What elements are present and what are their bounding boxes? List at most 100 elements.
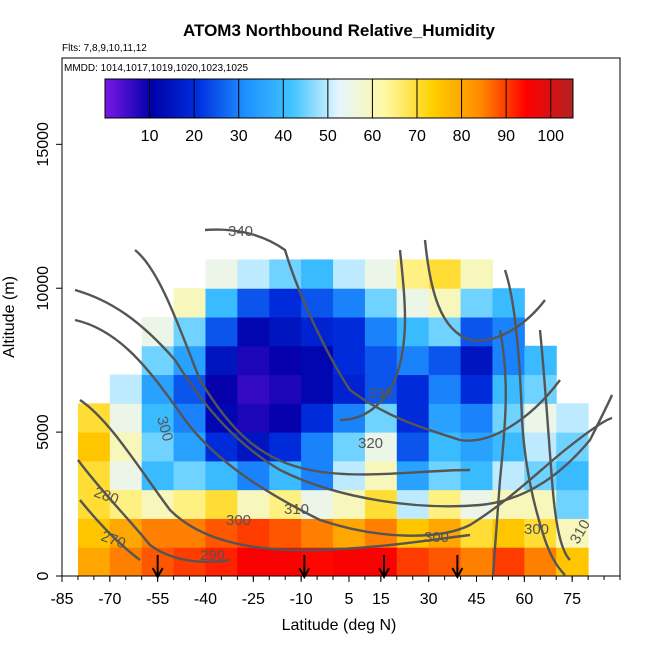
heatmap-cell: [173, 288, 206, 318]
heatmap-cell: [396, 317, 430, 347]
heatmap-cell: [396, 288, 430, 318]
heatmap-cell: [109, 547, 143, 576]
x-tick-label: 30: [420, 591, 438, 608]
colorbar-tick-label: 60: [364, 128, 382, 145]
heatmap-cell: [428, 403, 462, 433]
humidity-heatmap: [77, 259, 589, 576]
heatmap-cell: [237, 403, 270, 433]
heatmap-cell: [364, 317, 398, 347]
heatmap-cell: [556, 460, 589, 491]
heatmap-cell: [556, 489, 589, 519]
y-axis: 0 5000 10000 15000: [35, 122, 62, 580]
colorbar: 10 20 30 40 50 60 70 80 90 100: [104, 78, 574, 145]
heatmap-cell: [396, 547, 430, 576]
heatmap-cell: [77, 403, 111, 433]
x-tick-label: -55: [146, 591, 169, 608]
heatmap-cell: [205, 403, 238, 433]
heatmap-cell: [77, 432, 111, 462]
heatmap-cell: [237, 259, 270, 289]
heatmap-cell: [173, 489, 206, 519]
flight-arrow-head: [378, 567, 390, 580]
contour-label: 340: [228, 223, 253, 240]
heatmap-cell: [269, 374, 302, 404]
heatmap-cell: [141, 403, 175, 433]
heatmap-cell: [205, 345, 238, 376]
heatmap-cell: [460, 259, 493, 289]
heatmap-cell: [237, 489, 270, 519]
heatmap-cell: [173, 317, 206, 347]
heatmap-cell: [364, 288, 398, 318]
contour-label: 320: [358, 435, 383, 452]
colorbar-ticks: 10 20 30 40 50 60 70 80 90 100: [141, 79, 564, 145]
heatmap-cell: [205, 317, 238, 347]
colorbar-bar: [104, 78, 574, 119]
heatmap-cell: [205, 489, 238, 519]
heatmap-cell: [205, 288, 238, 318]
x-tick-label: -70: [98, 591, 121, 608]
heatmap-cell: [301, 374, 334, 404]
heatmap-cell: [428, 259, 462, 289]
contour-line: [339, 249, 407, 422]
heatmap-cell: [524, 432, 557, 462]
heatmap-cell: [173, 518, 206, 548]
colorbar-tick-label: 20: [185, 128, 203, 145]
contour-line: [79, 399, 471, 552]
colorbar-tick-label: 10: [141, 128, 159, 145]
heatmap-cell: [460, 518, 493, 548]
heatmap-cell: [460, 403, 493, 433]
contour-line: [134, 249, 471, 476]
heatmap-cell: [77, 547, 111, 576]
colorbar-tick-label: 80: [453, 128, 471, 145]
x-tick-label: -10: [290, 591, 313, 608]
heatmap-cell: [492, 432, 525, 462]
heatmap-cell: [428, 460, 462, 491]
colorbar-tick-label: 30: [230, 128, 248, 145]
heatmap-cell: [460, 345, 493, 376]
heatmap-cell: [524, 345, 557, 376]
heatmap-cell: [269, 518, 302, 548]
heatmap-cell: [428, 345, 462, 376]
heatmap-cell: [460, 547, 493, 576]
contour-label: 290: [200, 547, 225, 564]
heatmap-cell: [269, 403, 302, 433]
heatmap-cell: [428, 489, 462, 519]
flight-arrow-head: [298, 567, 311, 580]
colorbar-tick-label: 40: [274, 128, 292, 145]
heatmap-cell: [524, 547, 557, 576]
heatmap-cell: [141, 460, 175, 491]
heatmap-cell: [364, 374, 398, 404]
contour-line: [79, 499, 141, 561]
heatmap-cell: [301, 288, 334, 318]
y-tick-label: 15000: [35, 122, 52, 167]
plot-frame: [61, 57, 621, 577]
heatmap-cell: [173, 345, 206, 376]
heatmap-cell: [333, 259, 366, 289]
contour-label: 300: [226, 512, 251, 529]
heatmap-cell: [205, 259, 238, 289]
heatmap-cell: [237, 317, 270, 347]
contour-line: [491, 329, 507, 576]
y-tick-label: 10000: [35, 266, 52, 311]
heatmap-cell: [141, 432, 175, 462]
theta-contours: [74, 228, 614, 576]
y-tick-label: 5000: [35, 414, 52, 450]
heatmap-cell: [269, 547, 302, 576]
x-tick-label: 15: [372, 591, 390, 608]
heatmap-cell: [109, 403, 143, 433]
heatmap-cell: [173, 403, 206, 433]
heatmap-cell: [237, 345, 270, 376]
x-tick-label: 5: [345, 591, 354, 608]
heatmap-cell: [556, 403, 589, 433]
heatmap-cell: [333, 547, 366, 576]
heatmap-cell: [333, 403, 366, 433]
heatmap-cell: [301, 403, 334, 433]
heatmap-cell: [301, 432, 334, 462]
chart-title: ATOM3 Northbound Relative_Humidity: [183, 21, 496, 40]
contour-line: [77, 459, 231, 563]
contour-line: [423, 239, 546, 342]
heatmap-cell: [237, 547, 270, 576]
flight-arrow-head: [451, 567, 464, 580]
heatmap-cell: [269, 345, 302, 376]
heatmap-cell: [492, 288, 525, 318]
